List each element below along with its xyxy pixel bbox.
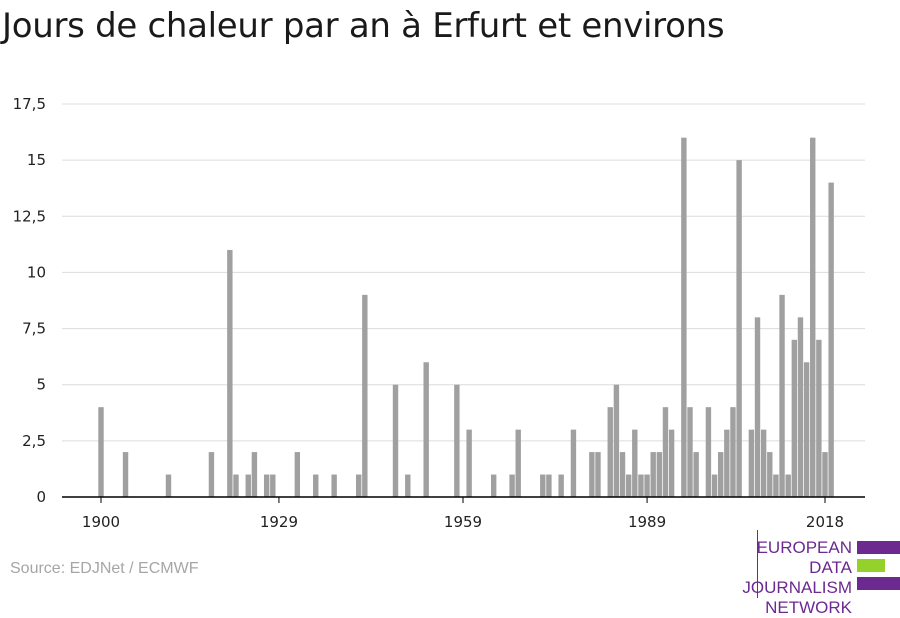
bar bbox=[619, 452, 626, 497]
bar bbox=[589, 452, 595, 497]
bar bbox=[724, 429, 730, 497]
source-note: Source: EDJNet / ECMWF bbox=[10, 560, 199, 577]
bar bbox=[687, 407, 693, 497]
bar bbox=[810, 137, 816, 497]
bar bbox=[466, 429, 472, 497]
bar bbox=[816, 339, 822, 497]
bar bbox=[779, 294, 785, 497]
edjnet-logo: EUROPEAN DATA JOURNALISM NETWORK bbox=[700, 530, 900, 617]
x-tick-label: 2018 bbox=[806, 513, 844, 531]
bar bbox=[760, 429, 767, 497]
bar bbox=[245, 474, 251, 497]
bar bbox=[490, 474, 497, 497]
bar bbox=[754, 317, 761, 497]
bar bbox=[165, 474, 172, 497]
y-tick-label: 0 bbox=[36, 488, 46, 506]
bar bbox=[773, 474, 779, 497]
logo-bar-bottom bbox=[857, 577, 900, 590]
x-tick-label: 1959 bbox=[444, 513, 482, 531]
bar bbox=[748, 429, 755, 497]
logo-line-1: EUROPEAN bbox=[756, 538, 852, 557]
y-tick-label: 2,5 bbox=[22, 432, 46, 450]
bar bbox=[355, 474, 362, 497]
bar bbox=[509, 474, 515, 497]
x-tick-label: 1900 bbox=[82, 513, 120, 531]
logo-line-3: NETWORK bbox=[765, 598, 852, 617]
bar bbox=[405, 474, 411, 497]
bar bbox=[656, 452, 663, 497]
bar bbox=[730, 407, 736, 497]
bar bbox=[828, 182, 834, 497]
bar bbox=[638, 474, 644, 497]
bar bbox=[705, 407, 712, 497]
bar bbox=[644, 474, 650, 497]
bar bbox=[331, 474, 337, 497]
x-tick-label: 1929 bbox=[260, 513, 298, 531]
axes: 0 2,5 5 7,5 10 12,5 15 17,5 1900 1929 1959 1989 2018 bbox=[13, 95, 865, 531]
heat-days-bar-chart: 0 2,5 5 7,5 10 12,5 15 17,5 1900 1929 1959 1989 2018 bbox=[13, 95, 865, 531]
logo-bar-top bbox=[857, 541, 900, 554]
bar bbox=[423, 362, 429, 497]
logo-line-2: DATA JOURNALISM bbox=[742, 558, 852, 597]
bar bbox=[515, 429, 521, 497]
bar bbox=[632, 429, 638, 497]
bar bbox=[570, 429, 577, 497]
bar bbox=[711, 474, 718, 497]
bar bbox=[208, 452, 215, 497]
bar bbox=[540, 474, 546, 497]
bar bbox=[613, 384, 620, 497]
bar bbox=[767, 452, 773, 497]
bar bbox=[595, 452, 601, 497]
bar bbox=[668, 429, 675, 497]
bar bbox=[294, 452, 301, 497]
bar bbox=[607, 407, 613, 497]
bar bbox=[822, 452, 828, 497]
bar bbox=[797, 317, 804, 497]
bar bbox=[785, 474, 791, 497]
bar bbox=[681, 137, 687, 497]
y-tick-label: 10 bbox=[27, 263, 46, 281]
y-tick-label: 12,5 bbox=[13, 207, 46, 225]
bar bbox=[546, 474, 552, 497]
logo-divider bbox=[757, 530, 758, 598]
logo-bar-middle bbox=[857, 559, 885, 572]
bar bbox=[625, 474, 632, 497]
bar bbox=[454, 384, 460, 497]
bar bbox=[392, 384, 399, 497]
bar bbox=[717, 452, 724, 497]
y-tick-label: 15 bbox=[27, 151, 46, 169]
bar bbox=[791, 339, 798, 497]
bar bbox=[270, 474, 276, 497]
x-tick-label: 1989 bbox=[628, 513, 666, 531]
bars bbox=[98, 137, 834, 497]
chart-title: Jours de chaleur par an à Erfurt et envi… bbox=[2, 6, 725, 46]
bar bbox=[362, 294, 368, 497]
bar bbox=[650, 452, 656, 497]
bar bbox=[227, 249, 233, 497]
bar bbox=[558, 474, 564, 497]
bar bbox=[122, 452, 129, 497]
bar bbox=[233, 474, 239, 497]
y-tick-label: 7,5 bbox=[22, 320, 46, 338]
logo-text: EUROPEAN DATA JOURNALISM NETWORK bbox=[700, 538, 852, 618]
bar bbox=[693, 452, 699, 497]
bar bbox=[313, 474, 319, 497]
y-tick-label: 5 bbox=[36, 376, 46, 394]
bar bbox=[803, 362, 810, 497]
bar bbox=[98, 407, 104, 497]
bar bbox=[263, 474, 270, 497]
bar bbox=[736, 160, 742, 497]
gridlines bbox=[62, 103, 865, 442]
y-tick-label: 17,5 bbox=[13, 95, 46, 113]
bar bbox=[662, 407, 669, 497]
bar bbox=[251, 452, 258, 497]
